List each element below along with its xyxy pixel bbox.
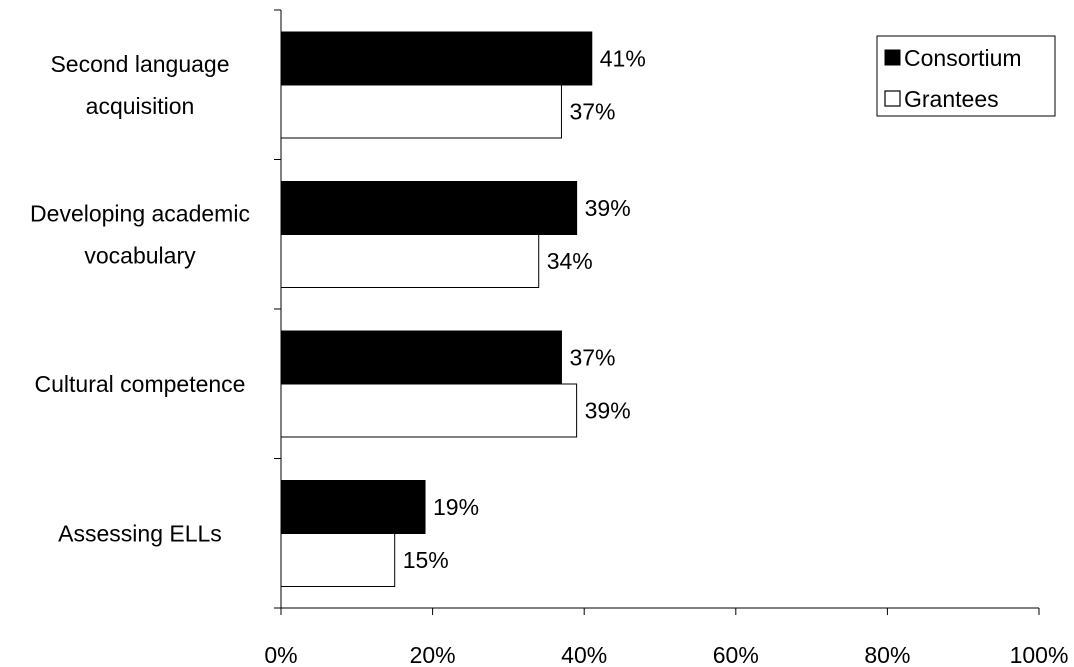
data-label: 39% [585,398,631,424]
legend-label-consortium: Consortium [904,45,1022,71]
bar-consortium [280,181,578,235]
data-label: 37% [569,99,615,125]
category-label: acquisition [86,93,195,119]
x-tick-label: 100% [1010,642,1069,667]
data-label: 37% [569,345,615,371]
x-tick-label: 80% [864,642,910,667]
plot-area: 0% 20% 40% 60% 80% 100% 41% 37% Second language a… [30,9,1069,667]
category-label: Developing academic [30,201,250,227]
data-label: 41% [600,46,646,72]
bar-consortium [280,480,426,534]
legend: Consortium Grantees [876,35,1056,117]
legend-swatch-grantees [884,90,901,107]
x-tick-label: 60% [713,642,759,667]
data-label: 15% [403,547,449,573]
legend-label-grantees: Grantees [904,86,999,112]
legend-box [876,35,1056,117]
data-label: 19% [433,494,479,520]
data-label: 34% [547,248,593,274]
bar-grantees [280,234,540,288]
x-tick-label: 40% [561,642,607,667]
bar-grantees [280,383,578,438]
category-label: Second language [50,51,229,77]
legend-swatch-consortium [884,49,901,66]
bar-grantees [280,533,396,587]
bar-consortium [280,31,593,86]
bar-grantees [280,84,562,139]
category-label: Assessing ELLs [58,521,222,547]
category-label: vocabulary [84,243,196,269]
bar-consortium [280,330,562,385]
data-label: 39% [585,195,631,221]
category-label: Cultural competence [35,371,246,397]
x-tick-label: 20% [410,642,456,667]
x-tick-label: 0% [264,642,297,667]
